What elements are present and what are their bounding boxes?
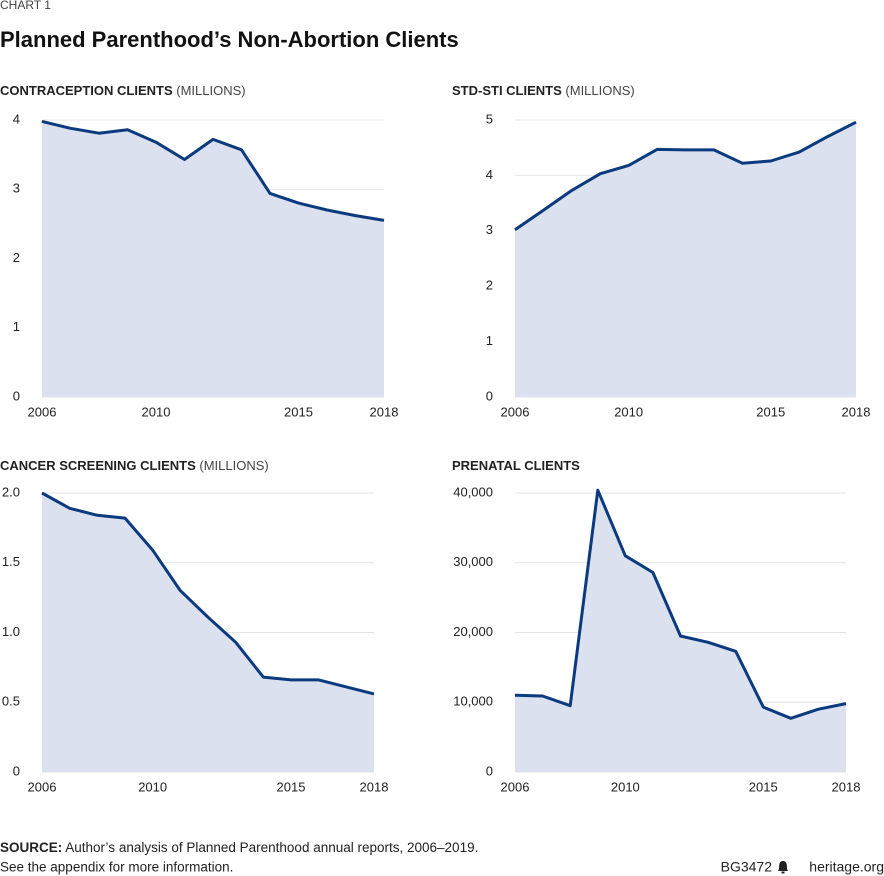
x-tick-label: 2018 [832,779,861,794]
panel-title: STD-STI CLIENTS (MILLIONS) [452,83,635,98]
y-tick-label: 20,000 [453,624,493,639]
line [41,119,385,222]
y-tick-label: 3 [13,181,20,196]
x-tick-label: 2010 [611,779,640,794]
y-tick-label: 1 [13,319,20,334]
x-tick-label: 2018 [842,404,871,419]
source-label: SOURCE: [0,840,62,855]
line [514,488,847,720]
y-tick-label: 4 [13,111,20,126]
y-tick-label: 1.5 [2,554,20,569]
y-tick-label: 4 [486,167,493,182]
source: SOURCE: Author’s analysis of Planned Par… [0,840,478,855]
y-tick-label: 30,000 [453,554,493,569]
y-tick-label: 2 [486,278,493,293]
x-tick-label: 2006 [28,779,57,794]
note: See the appendix for more information. [0,860,233,875]
y-tick-label: 2.0 [2,484,20,499]
panel-title-text: CONTRACEPTION CLIENTS [0,83,173,98]
y-tick-label: 0 [13,763,20,778]
y-tick-label: 1 [486,333,493,348]
panel-title-text: PRENATAL CLIENTS [452,458,580,473]
panel-title: PRENATAL CLIENTS [452,458,580,473]
x-tick-label: 2006 [28,404,57,419]
bell-icon [778,861,788,874]
x-tick-label: 2010 [138,779,167,794]
y-tick-label: 0 [486,388,493,403]
x-tick-label: 2010 [614,404,643,419]
y-tick-label: 3 [486,222,493,237]
area [515,490,846,772]
y-tick-label: 10,000 [453,694,493,709]
y-tick-label: 0 [13,388,20,403]
chart-title: Planned Parenthood’s Non-Abortion Client… [0,27,459,52]
y-tick-label: 1.0 [2,624,20,639]
y-tick-label: 0 [486,763,493,778]
panel-title-text: CANCER SCREENING CLIENTS [0,458,196,473]
x-tick-label: 2015 [277,779,306,794]
y-tick-label: 40,000 [453,484,493,499]
report-id: BG3472 [721,859,773,875]
y-tick-label: 2 [13,250,20,265]
panel-title: CANCER SCREENING CLIENTS (MILLIONS) [0,458,269,473]
y-tick-label: 0.5 [2,694,20,709]
x-tick-label: 2006 [501,779,530,794]
x-tick-label: 2015 [756,404,785,419]
area [42,493,374,772]
panel-unit: (MILLIONS) [176,83,245,98]
x-tick-label: 2010 [142,404,171,419]
x-tick-label: 2015 [284,404,313,419]
area [42,121,384,398]
x-tick-label: 2006 [501,404,530,419]
x-tick-label: 2018 [360,779,389,794]
panel-unit: (MILLIONS) [199,458,268,473]
panel-title: CONTRACEPTION CLIENTS (MILLIONS) [0,83,246,98]
line [514,120,857,231]
chart-kicker: CHART 1 [0,0,51,12]
area [515,122,856,397]
x-tick-label: 2018 [370,404,399,419]
x-tick-label: 2015 [749,779,778,794]
line [41,491,375,696]
site: heritage.org [809,859,884,875]
source-text: Author’s analysis of Planned Parenthood … [65,840,478,855]
y-tick-label: 5 [486,111,493,126]
panel-unit: (MILLIONS) [565,83,634,98]
panel-title-text: STD-STI CLIENTS [452,83,562,98]
